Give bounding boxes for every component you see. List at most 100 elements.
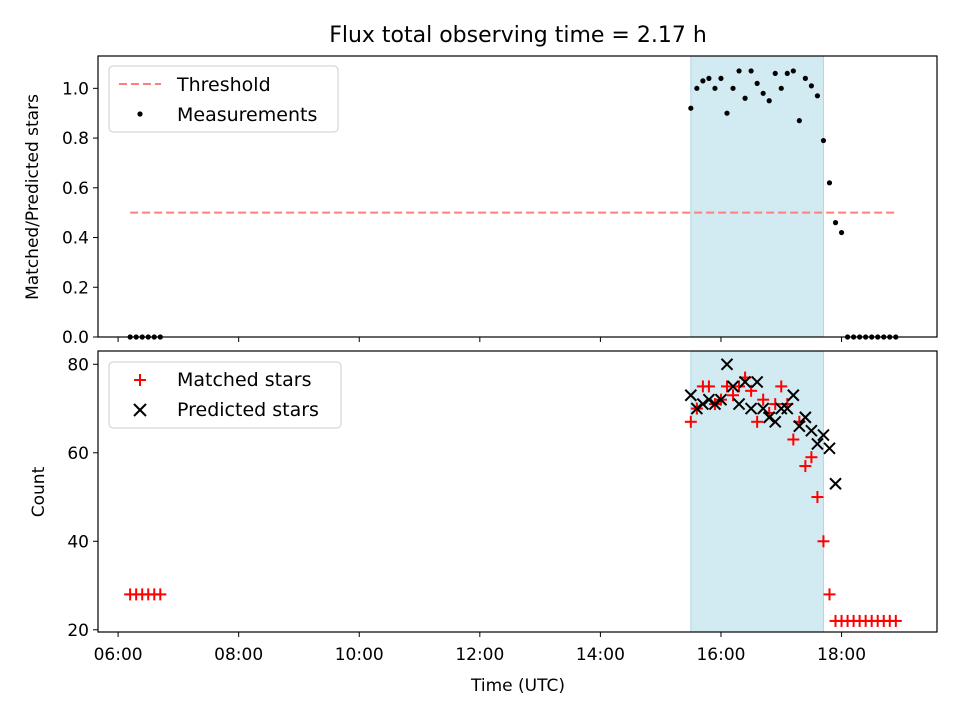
- predicted-stars-point: [726, 380, 740, 393]
- predicted-stars-point: [714, 393, 728, 406]
- top-legend-box: [108, 65, 339, 133]
- predicted-stars-point: [823, 442, 836, 455]
- measurements-point: [724, 110, 730, 116]
- predicted-stars-point: [781, 402, 794, 415]
- predicted-stars-point: [690, 402, 704, 415]
- x-tick-label: 10:00: [335, 645, 384, 665]
- top-y-tick-label: 0.4: [62, 229, 89, 249]
- top-y-tick-label: 0.8: [62, 129, 89, 149]
- measurements-point: [784, 70, 790, 77]
- predicted-stars-point: [793, 420, 806, 433]
- bottom-legend: Matched stars Predicted stars: [108, 361, 342, 429]
- x-tick-label: 14:00: [576, 645, 625, 665]
- matched-stars-point: [757, 393, 770, 406]
- matched-stars-point: [805, 451, 818, 464]
- bottom-axes-frame: [97, 350, 938, 633]
- predicted-stars-point: [799, 411, 812, 424]
- legend-matched-swatch: [134, 374, 146, 386]
- matched-stars-point: [889, 614, 902, 627]
- bottom-y-tick-label: 40: [67, 532, 89, 552]
- measurements-point: [790, 68, 796, 74]
- measurements-point: [796, 118, 802, 124]
- measurements-point: [748, 68, 754, 74]
- x-tick-label: 18:00: [817, 645, 866, 665]
- predicted-stars-point: [750, 375, 764, 389]
- predicted-stars-point: [684, 389, 698, 402]
- top-y-axis-label: Matched/Predicted stars: [23, 94, 43, 300]
- predicted-stars-point: [738, 375, 752, 389]
- top-y-tick-label: 0.6: [62, 179, 89, 199]
- measurements-point: [694, 85, 700, 91]
- measurements-point: [820, 137, 827, 144]
- top-axes-frame: [97, 55, 938, 338]
- bottom-y-tick-label: 20: [67, 621, 89, 641]
- matched-stars-point: [733, 380, 746, 393]
- predicted-stars-point: [787, 389, 800, 402]
- legend-predicted-label: Predicted stars: [177, 399, 319, 421]
- measurements-point: [808, 83, 815, 89]
- matched-stars-point: [775, 380, 788, 393]
- x-tick-label: 06:00: [94, 645, 143, 665]
- top-y-tick-label: 0.2: [62, 278, 89, 298]
- legend-predicted-swatch: [133, 403, 147, 417]
- measurements-point: [718, 75, 724, 81]
- bottom-y-tick-label: 80: [67, 355, 89, 375]
- predicted-stars-point: [696, 397, 710, 411]
- predicted-stars-point: [769, 415, 782, 429]
- measurements-point: [736, 68, 742, 74]
- predicted-stars-point: [811, 437, 824, 451]
- matched-stars-point: [769, 398, 782, 411]
- predicted-stars-point: [829, 477, 842, 490]
- predicted-stars-point: [732, 397, 746, 411]
- measurements-point: [754, 80, 760, 86]
- highlight-span: [690, 350, 824, 633]
- matched-stars-point: [811, 491, 824, 504]
- measurements-point: [712, 85, 718, 91]
- matched-stars-point: [787, 433, 800, 446]
- matched-stars-point: [751, 415, 764, 428]
- measurements-point: [730, 85, 736, 91]
- predicted-stars-point: [817, 428, 830, 442]
- measurements-point: [802, 75, 808, 81]
- measurements-point: [742, 95, 748, 101]
- x-tick-label: 12:00: [455, 645, 504, 665]
- top-y-tick-label: 1.0: [62, 79, 89, 99]
- predicted-stars-point: [720, 358, 734, 371]
- bottom-legend-box: [108, 361, 342, 429]
- bottom-y-tick-label: 60: [67, 444, 89, 464]
- measurements-point: [838, 229, 845, 236]
- top-legend: Threshold Measurements: [108, 65, 339, 133]
- x-tick-label: 08:00: [214, 645, 263, 665]
- highlight-span: [690, 55, 824, 338]
- measurements-point: [772, 70, 778, 77]
- measurements-point: [832, 220, 839, 226]
- predicted-stars-point: [702, 393, 716, 406]
- measurements-point: [826, 180, 833, 186]
- predicted-stars-point: [756, 402, 770, 415]
- matched-stars-point: [684, 415, 697, 428]
- matched-stars-point: [720, 380, 733, 393]
- predicted-stars-point: [762, 411, 776, 424]
- matched-stars-point: [799, 460, 812, 473]
- top-panel: 0.0 0.2 0.4 0.6 0.8 1.0 Matched/Predicted sta…: [23, 55, 938, 348]
- measurements-point: [706, 75, 712, 81]
- measurements-point: [688, 105, 694, 111]
- measurements-point: [814, 93, 821, 99]
- predicted-stars-point: [744, 402, 758, 415]
- predicted-stars-point: [708, 397, 722, 411]
- matched-stars-point: [817, 535, 830, 548]
- matched-stars-point: [823, 588, 836, 601]
- legend-matched-label: Matched stars: [177, 369, 311, 391]
- matched-stars-point: [702, 380, 715, 393]
- legend-measurements-label: Measurements: [177, 104, 317, 126]
- x-axis-label: Time (UTC): [470, 676, 565, 696]
- measurements-point: [700, 78, 706, 84]
- predicted-stars-point: [805, 424, 818, 437]
- matched-stars-point: [154, 588, 167, 601]
- bottom-y-axis-label: Count: [29, 466, 49, 517]
- measurements-point: [766, 98, 772, 104]
- measurements-point: [778, 85, 784, 91]
- top-y-tick-label: 0.0: [62, 328, 89, 348]
- legend-threshold-label: Threshold: [176, 74, 271, 96]
